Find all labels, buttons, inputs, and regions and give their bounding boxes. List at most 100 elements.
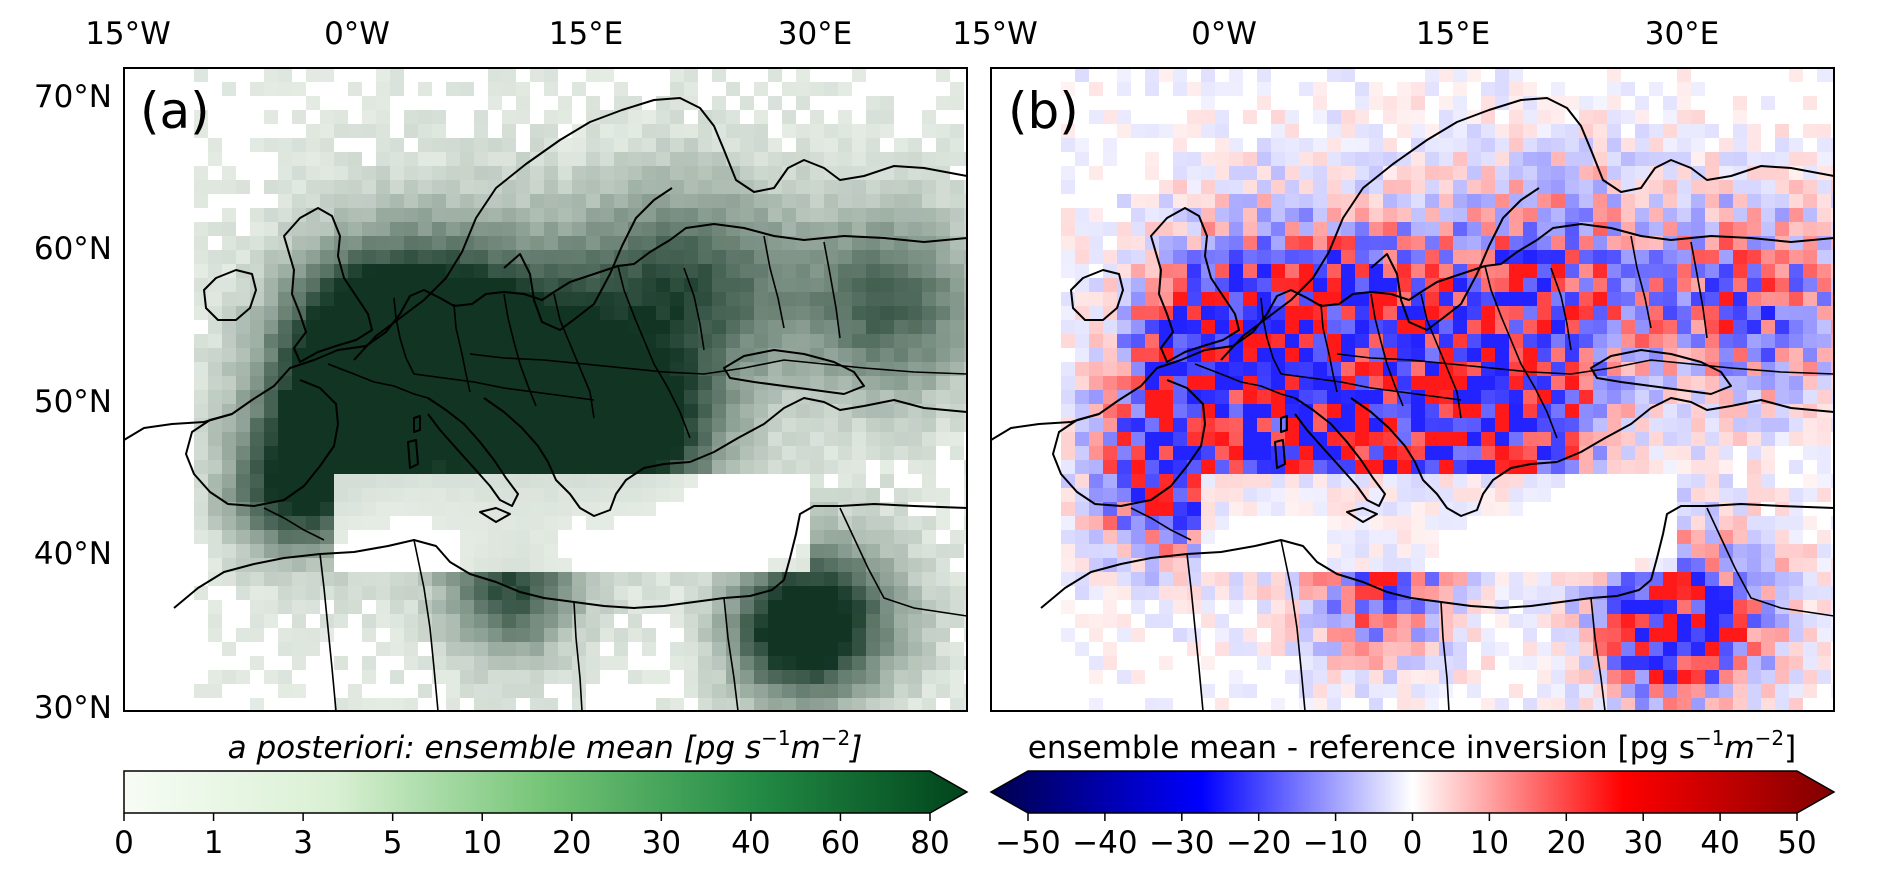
heat-cell	[628, 320, 642, 334]
heat-cell	[1299, 642, 1313, 656]
heat-cell	[320, 278, 334, 292]
heat-cell	[1509, 656, 1523, 670]
heat-cell	[936, 152, 950, 166]
heat-cell	[936, 320, 950, 334]
heat-cell	[530, 684, 544, 698]
heat-cell	[530, 376, 544, 390]
heat-cell	[1579, 110, 1593, 124]
heat-cell	[292, 642, 306, 656]
heat-cell	[474, 698, 488, 711]
heat-cell	[1523, 432, 1537, 446]
heat-cell	[1411, 404, 1425, 418]
heat-cell	[474, 138, 488, 152]
heat-cell	[572, 278, 586, 292]
heat-cell	[1775, 558, 1789, 572]
heat-cell	[866, 516, 880, 530]
heat-cell	[1551, 614, 1565, 628]
heat-cell	[1285, 502, 1299, 516]
heat-cell	[1173, 82, 1187, 96]
heat-cell	[292, 152, 306, 166]
heat-cell	[1635, 460, 1649, 474]
heat-cell	[404, 264, 418, 278]
heat-cell	[1089, 558, 1103, 572]
heat-cell	[1495, 250, 1509, 264]
heat-cell	[1817, 362, 1831, 376]
heat-cell	[1061, 222, 1075, 236]
heat-cell	[488, 250, 502, 264]
heat-cell	[1369, 348, 1383, 362]
heat-cell	[1551, 446, 1565, 460]
heat-cell	[1117, 362, 1131, 376]
heat-cell	[810, 348, 824, 362]
heat-cell	[1565, 698, 1579, 711]
heat-cell	[1509, 292, 1523, 306]
heat-cell	[1243, 222, 1257, 236]
heat-cell	[1789, 152, 1803, 166]
heat-cell	[250, 264, 264, 278]
heat-cell	[684, 264, 698, 278]
heat-cell	[306, 446, 320, 460]
heat-cell	[768, 208, 782, 222]
heat-cell	[278, 474, 292, 488]
heat-cell	[698, 166, 712, 180]
heat-cell	[964, 152, 967, 166]
heat-cell	[656, 446, 670, 460]
heat-cell	[1327, 474, 1341, 488]
heat-cell	[1453, 334, 1467, 348]
heat-cell	[1411, 600, 1425, 614]
heat-cell	[1621, 460, 1635, 474]
heat-cell	[1817, 306, 1831, 320]
heat-cell	[460, 250, 474, 264]
heat-cell	[894, 600, 908, 614]
heat-cell	[1397, 684, 1411, 698]
heat-cell	[404, 124, 418, 138]
heat-cell	[922, 152, 936, 166]
heat-cell	[740, 698, 754, 711]
heat-cell	[264, 586, 278, 600]
heat-cell	[1593, 320, 1607, 334]
heat-cell	[600, 418, 614, 432]
heat-cell	[1369, 362, 1383, 376]
heat-cell	[1565, 404, 1579, 418]
heat-cell	[908, 586, 922, 600]
colorbar-tick-label: 30	[1623, 825, 1662, 861]
heat-cell	[810, 404, 824, 418]
heat-cell	[642, 222, 656, 236]
heat-cell	[1411, 96, 1425, 110]
heat-cell	[726, 334, 740, 348]
heat-cell	[1215, 404, 1229, 418]
heat-cell	[1355, 348, 1369, 362]
heat-cell	[1677, 474, 1691, 488]
heat-cell	[1439, 572, 1453, 586]
heat-cell	[908, 166, 922, 180]
heat-cell	[208, 250, 222, 264]
heat-cell	[1761, 180, 1775, 194]
heat-cell	[1299, 460, 1313, 474]
heat-cell	[502, 572, 516, 586]
heat-cell	[1061, 390, 1075, 404]
heat-cell	[908, 376, 922, 390]
heat-cell	[1145, 698, 1159, 711]
heat-cell	[460, 376, 474, 390]
heat-cell	[432, 124, 446, 138]
heat-cell	[698, 292, 712, 306]
heat-cell	[1761, 208, 1775, 222]
heat-cell	[642, 208, 656, 222]
heat-cell	[236, 348, 250, 362]
heat-cell	[1215, 278, 1229, 292]
heat-cell	[1089, 82, 1103, 96]
lon-tick-labels-b: 15°W 0°W 15°E 30°E	[952, 16, 1719, 52]
heat-cell	[222, 236, 236, 250]
heat-cell	[1565, 264, 1579, 278]
heat-cell	[278, 152, 292, 166]
heat-cell	[1803, 124, 1817, 138]
heat-cell	[670, 278, 684, 292]
heat-cell	[1467, 572, 1481, 586]
heat-cell	[796, 334, 810, 348]
heat-cell	[474, 208, 488, 222]
heat-cell	[558, 138, 572, 152]
heat-cell	[1117, 278, 1131, 292]
heat-cell	[558, 264, 572, 278]
heat-cell	[292, 166, 306, 180]
heat-cell	[516, 684, 530, 698]
